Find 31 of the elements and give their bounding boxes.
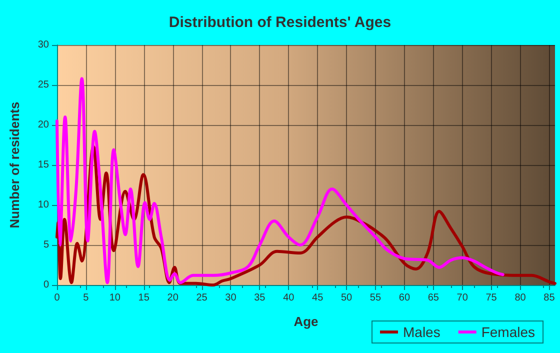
x-tick-label: 35	[254, 292, 266, 304]
x-tick-label: 25	[196, 292, 208, 304]
y-tick-label: 15	[38, 160, 50, 170]
y-tick-label: 30	[38, 40, 50, 50]
line-series	[56, 77, 504, 284]
y-tick-label: 25	[38, 80, 50, 90]
x-tick-label: 45	[312, 292, 324, 304]
x-tick-label: 30	[225, 292, 237, 304]
y-axis-title: Number of residents	[7, 102, 22, 228]
y-tick-label: 20	[38, 120, 50, 130]
y-tick-label: 5	[43, 240, 50, 250]
x-tick-label: 15	[138, 292, 150, 304]
x-tick-label: 10	[109, 292, 121, 304]
x-tick-label: 50	[340, 292, 353, 304]
x-tick-label: 85	[544, 292, 556, 304]
x-tick-label: 20	[167, 292, 179, 304]
x-axis-title: Age	[294, 314, 318, 329]
y-tick-label: 0	[43, 280, 50, 290]
x-tick-label: 75	[486, 292, 498, 304]
x-tick-label: 80	[514, 292, 526, 304]
x-tick-label: 65	[428, 292, 440, 304]
y-tick-label: 10	[38, 200, 50, 210]
legend-label: Males	[403, 324, 440, 340]
legend-label: Females	[481, 324, 536, 340]
x-tick-label: 5	[83, 292, 90, 304]
chart-title: Distribution of Residents' Ages	[168, 14, 392, 31]
x-tick-label: 60	[398, 292, 410, 304]
x-tick-label: 0	[54, 292, 60, 304]
x-tick-label: 40	[283, 292, 295, 304]
x-tick-label: 55	[370, 292, 382, 304]
x-tick-label: 70	[456, 292, 468, 304]
